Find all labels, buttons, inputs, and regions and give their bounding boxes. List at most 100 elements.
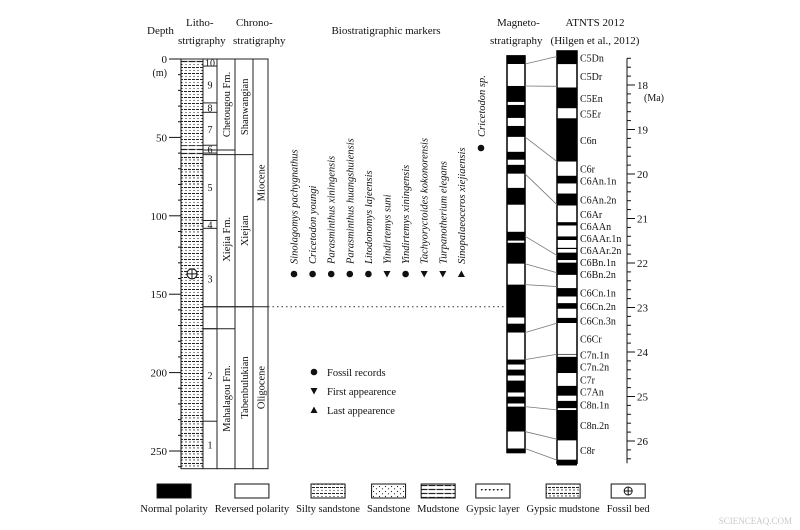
legend-label: Mudstone: [417, 504, 459, 515]
chron-label: C5Er: [580, 109, 602, 120]
legend-label: Sandstone: [367, 504, 411, 515]
legend-first-icon: [310, 388, 318, 395]
chron-label: C6Bn.1n: [580, 258, 616, 269]
correlation-line: [524, 448, 558, 461]
normal-polarity-zone: [507, 85, 525, 102]
legend-label: Gypsic layer: [466, 504, 520, 515]
magnetostratigraphy-column: [506, 55, 526, 454]
normal-polarity-zone: [507, 359, 525, 365]
legend-label: Fossil bed: [607, 504, 651, 515]
stage-label: Shanwangian: [240, 78, 251, 135]
lithology-gypsic: [181, 416, 203, 469]
formation-label: Xiejia Fm.: [222, 217, 233, 262]
depth-tick-label: 150: [151, 289, 168, 301]
normal-polarity-zone: [507, 406, 525, 432]
fossil-record-marker: [327, 270, 335, 278]
normal-chron: [557, 118, 577, 162]
legend-swatch-gypsic: [545, 483, 581, 499]
member-label: 5: [208, 183, 213, 194]
normal-polarity-zone: [507, 369, 525, 376]
legend-swatch-normal: [156, 483, 192, 499]
formation-label: Mahalagou Fm.: [222, 365, 233, 432]
reversed-chron: [557, 108, 577, 119]
age-tick-label: 22: [637, 258, 648, 270]
reversed-polarity-zone: [507, 364, 525, 370]
chron-label: C8n.1n: [580, 401, 609, 412]
chron-label: C7n.1n: [580, 350, 609, 361]
lithology-silty: [181, 184, 203, 216]
normal-chron: [557, 400, 577, 409]
fossil-bed-cross: [187, 268, 197, 279]
chron-label: C6Cn.2n: [580, 302, 616, 313]
normal-chron: [557, 262, 577, 275]
header-biostratigraphic: Biostratigraphic markers: [331, 25, 440, 37]
chron-label: C6Cn.1n: [580, 288, 616, 299]
reversed-chron: [557, 260, 577, 263]
member-label: 6: [208, 145, 213, 156]
chron-label: C6An.1n: [580, 177, 616, 188]
reversed-chron: [557, 308, 577, 318]
reversed-chron: [557, 225, 577, 237]
reversed-chron: [557, 440, 577, 460]
reversed-chron: [557, 239, 577, 248]
reversed-polarity-zone: [507, 431, 525, 449]
normal-polarity-zone: [507, 231, 525, 241]
reversed-chron: [557, 296, 577, 304]
species-label: Parasminthus huangshuiensis: [345, 138, 356, 265]
last-appearance-marker: [457, 270, 465, 277]
member-label: 2: [208, 371, 213, 382]
normal-chron: [557, 303, 577, 309]
epoch-column: [252, 58, 269, 470]
normal-chron: [557, 317, 577, 324]
normal-chron: [557, 353, 577, 355]
marker-legend-label: Last appearence: [327, 406, 395, 417]
species-label: Cricetodon sp.: [477, 75, 488, 137]
chron-label: C6Ar: [580, 210, 603, 221]
reversed-chron: [557, 183, 577, 194]
member-label: 10: [205, 59, 215, 70]
depth-tick-label: 200: [151, 368, 168, 380]
lithology-mudstone: [181, 59, 203, 64]
header-litho-2: strtigraphy: [178, 35, 226, 47]
normal-chron: [557, 247, 577, 250]
reversed-polarity-zone: [507, 204, 525, 232]
species-label: Sinopalaeoceros xiejiaensis: [457, 147, 468, 264]
chron-label: C6r: [580, 165, 596, 176]
normal-polarity-zone: [507, 151, 525, 160]
lithology-silty: [181, 234, 203, 329]
first-appearance-marker: [383, 271, 391, 278]
formation-label: Chetougou Fm.: [222, 72, 233, 137]
normal-chron: [557, 385, 577, 396]
stage-label: Xiejian: [240, 214, 251, 246]
normal-chron: [557, 410, 577, 441]
chron-label: C6An.2n: [580, 196, 616, 207]
header-magneto-2: stratigraphy: [490, 35, 543, 47]
marker-legend-label: First appearence: [327, 387, 396, 398]
correlation-line: [524, 173, 558, 205]
reversed-polarity-zone: [507, 64, 525, 86]
header-chrono-2: stratigraphy: [233, 35, 286, 47]
lithology-gypsic: [181, 328, 203, 335]
lithology-gypsic: [181, 215, 203, 235]
correlation-line: [524, 284, 558, 287]
chron-label: C6AAr.1n: [580, 234, 621, 245]
normal-polarity-zone: [507, 164, 525, 174]
header-atnts-ref: (Hilgen et al., 2012): [551, 35, 640, 47]
age-tick-label: 18: [637, 80, 649, 92]
reversed-polarity-zone: [507, 117, 525, 126]
species-label: Parasminthus xiningensis: [327, 156, 338, 265]
reversed-polarity-zone: [507, 136, 525, 152]
normal-polarity-zone: [507, 396, 525, 404]
reversed-polarity-zone: [507, 173, 525, 188]
legend: Normal polarity Reversed polarity Silty sa…: [140, 483, 651, 515]
normal-chron: [557, 356, 577, 374]
legend-swatch-mudstone: [420, 483, 456, 499]
reversed-polarity-zone: [507, 240, 525, 243]
species-label: Sinolagomys pachygnathus: [290, 149, 301, 264]
correlation-line: [524, 431, 558, 440]
legend-label: Silty sandstone: [296, 504, 360, 515]
header-litho: Litho-: [186, 17, 214, 29]
depth-tick-label: 50: [156, 132, 168, 144]
species-label: Tachyoryctoides kokonorensis: [420, 138, 431, 264]
